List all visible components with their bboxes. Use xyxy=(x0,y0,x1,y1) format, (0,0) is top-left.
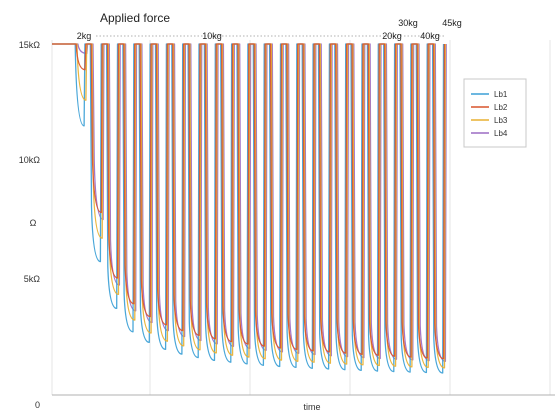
y-axis-label: Ω xyxy=(30,218,37,228)
y-tick-label-0: 0 xyxy=(35,400,40,410)
force-label-40kg: 40kg xyxy=(420,31,440,41)
series-lines xyxy=(52,43,447,374)
series-line-lb1 xyxy=(52,43,445,374)
applied-force-labels: 2kg 10kg 20kg 30kg 40kg 45kg xyxy=(77,18,462,41)
force-label-2kg: 2kg xyxy=(77,31,92,41)
legend: Lb1 Lb2 Lb3 Lb4 xyxy=(463,78,527,148)
y-tick-label-15k: 15kΩ xyxy=(19,40,41,50)
legend-box xyxy=(463,78,527,148)
force-label-45kg: 45kg xyxy=(442,18,462,28)
legend-label-lb2: Lb2 xyxy=(494,103,508,112)
force-label-20kg: 20kg xyxy=(382,31,402,41)
x-axis-label: time xyxy=(303,402,320,410)
y-tick-label-5k: 5kΩ xyxy=(24,274,41,284)
legend-label-lb3: Lb3 xyxy=(494,116,508,125)
series-line-lb2 xyxy=(52,43,446,360)
y-tick-label-10k: 10kΩ xyxy=(19,155,41,165)
legend-label-lb1: Lb1 xyxy=(494,90,508,99)
force-label-10kg: 10kg xyxy=(202,31,222,41)
force-label-30kg: 30kg xyxy=(398,18,418,28)
series-line-lb4 xyxy=(52,43,447,362)
y-tick-labels: 0 5kΩ 10kΩ 15kΩ xyxy=(19,40,41,410)
legend-label-lb4: Lb4 xyxy=(494,129,508,138)
chart-title: Applied force xyxy=(100,11,170,25)
